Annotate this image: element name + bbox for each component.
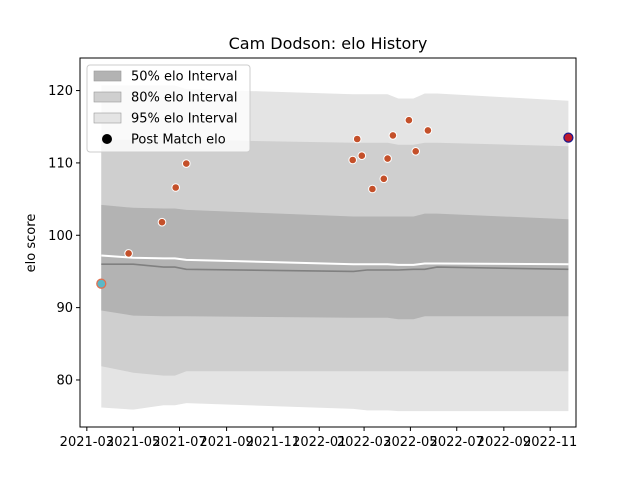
x-tick-label: 2021-03: [60, 435, 114, 450]
post-match-elo-point: [379, 174, 389, 184]
y-tick-label: 90: [56, 301, 73, 316]
legend-label: 50% elo Interval: [131, 70, 238, 85]
y-tick-label: 100: [48, 229, 73, 244]
post-match-elo-point: [563, 132, 574, 143]
axes: 80 90 100 110 120 2021-032021-052021-072021-0…: [48, 57, 577, 450]
post-match-elo-point: [357, 151, 367, 160]
plot-frame: [79, 57, 577, 428]
legend-swatch: [93, 112, 122, 124]
post-match-elo-point: [368, 184, 377, 194]
x-tick-label: 2022-01: [292, 435, 346, 450]
median-line: [101, 263, 569, 273]
post-match-elo-point: [96, 278, 107, 289]
legend-label: 95% elo Interval: [131, 112, 238, 127]
chart-title: Cam Dodson: elo History: [229, 34, 428, 53]
legend-marker: [102, 134, 112, 144]
x-tick-label: 2021-09: [199, 435, 253, 450]
mean-line: [101, 254, 569, 266]
legend-swatch: [93, 91, 122, 103]
post-match-elo-point: [171, 183, 180, 192]
legend-label: Post Match elo: [131, 133, 226, 148]
x-tick-label: 2021-11: [246, 435, 300, 450]
legend-box: [86, 64, 251, 153]
x-tick-label: 2022-09: [477, 435, 531, 450]
legend-label: 80% elo Interval: [131, 91, 238, 106]
y-tick-label: 110: [48, 156, 73, 171]
post-match-elo-point: [352, 134, 362, 144]
post-match-elo-point: [411, 147, 421, 156]
y-tick-label: 120: [48, 84, 73, 99]
band-50-interval: [101, 204, 569, 320]
y-axis-label: elo score: [24, 214, 39, 273]
post-match-elo-point: [182, 159, 191, 168]
x-tick-label: 2021-05: [106, 435, 160, 450]
post-match-elo-point: [383, 154, 392, 163]
post-match-elo-point: [157, 217, 167, 227]
legend: 50% elo Interval 80% elo Interval 95% elo …: [86, 64, 251, 153]
x-tick-label: 2021-07: [152, 435, 206, 450]
post-match-elo-point: [423, 126, 433, 135]
x-tick-label: 2022-07: [430, 435, 484, 450]
plot-area: [96, 85, 574, 412]
legend-swatch: [93, 70, 122, 82]
post-match-elo-point: [124, 249, 133, 258]
post-match-elo-point: [388, 131, 398, 140]
x-tick-label: 2022-05: [383, 435, 437, 450]
x-tick-label: 2022-11: [523, 435, 577, 450]
post-match-elo-point: [348, 155, 358, 165]
y-tick-label: 80: [56, 373, 73, 388]
x-tick-label: 2022-03: [337, 435, 391, 450]
post-match-elo-point: [404, 115, 414, 125]
